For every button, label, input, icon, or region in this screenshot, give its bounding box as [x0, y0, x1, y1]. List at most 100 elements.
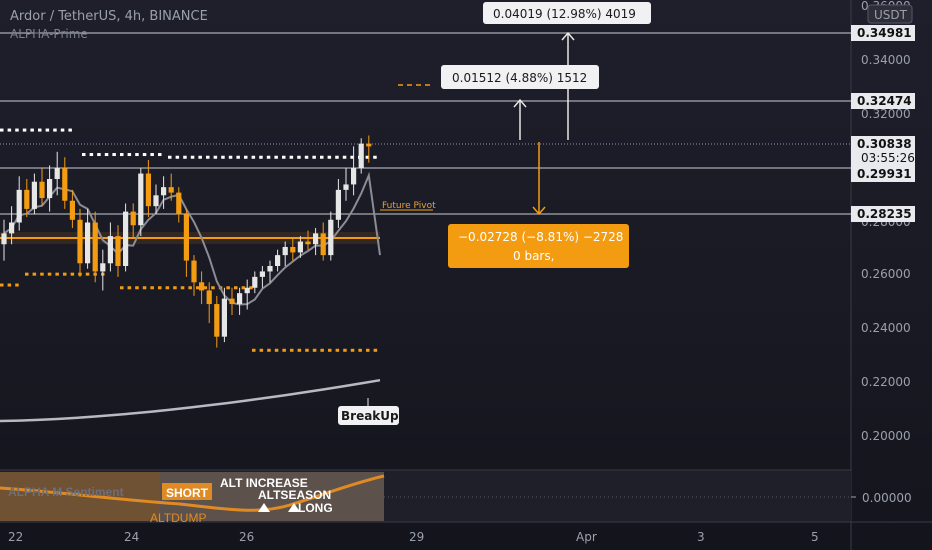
- x-tick: 29: [409, 530, 424, 544]
- dot: [320, 348, 324, 352]
- long-ma-line: [0, 378, 381, 423]
- sentiment-curve: [0, 474, 385, 512]
- dot: [112, 153, 116, 157]
- alt-increase-label: ALT INCREASE: [220, 476, 308, 490]
- dot: [7, 128, 12, 132]
- support-dots-3: [252, 348, 378, 352]
- dot: [297, 155, 301, 159]
- candle-body: [275, 255, 281, 266]
- dot: [168, 155, 172, 159]
- dot: [373, 348, 378, 352]
- target-mid-callout[interactable]: 0.01512 (4.88%) 1512: [441, 65, 599, 89]
- candle-body: [297, 241, 303, 253]
- dot: [15, 128, 19, 132]
- svg-text:0.04019 (12.98%) 4019: 0.04019 (12.98%) 4019: [493, 7, 636, 21]
- dot: [7, 283, 12, 287]
- dot: [175, 155, 180, 159]
- sentiment-title: ALPHA M Sentiment: [8, 485, 124, 499]
- resistance-dots-3: [168, 155, 377, 159]
- svg-text:0.00000: 0.00000: [862, 491, 912, 505]
- dot: [15, 283, 19, 287]
- dot: [228, 155, 233, 159]
- candle-body: [31, 181, 37, 209]
- candle-body: [54, 168, 60, 179]
- dot: [38, 128, 42, 132]
- candle-body: [77, 219, 83, 264]
- candle-body: [237, 293, 243, 305]
- candle-body: [328, 219, 334, 256]
- candle-body: [69, 200, 75, 220]
- candle-body: [9, 222, 15, 234]
- drop-callout[interactable]: −0.02728 (−8.81%) −2728 0 bars,: [448, 224, 629, 268]
- altdump-label: ALTDUMP: [150, 511, 206, 525]
- dot: [120, 286, 124, 290]
- dot: [282, 155, 286, 159]
- dot: [290, 348, 294, 352]
- candle-body: [138, 173, 144, 226]
- currency-badge[interactable]: [867, 4, 913, 24]
- candle-body: [358, 143, 364, 169]
- svg-text:0.01512 (4.88%) 1512: 0.01512 (4.88%) 1512: [452, 71, 587, 85]
- dot: [82, 153, 86, 157]
- dot: [226, 286, 230, 290]
- dot: [350, 348, 355, 352]
- dot: [327, 155, 332, 159]
- breakup-label[interactable]: BreakUp: [338, 406, 399, 425]
- candle-body: [221, 298, 227, 337]
- price-label-0.00000: 0.00000: [862, 491, 912, 505]
- dot: [259, 348, 264, 352]
- candle-body: [107, 236, 113, 264]
- resistance-dots-2: [82, 153, 162, 157]
- dot: [203, 286, 208, 290]
- candle-body: [1, 233, 7, 245]
- dot: [234, 286, 238, 290]
- future-pivot-label: Future Pivot: [382, 201, 436, 211]
- candle-body: [100, 263, 106, 272]
- dot: [213, 155, 218, 159]
- candle-body: [335, 189, 341, 220]
- dot: [196, 286, 200, 290]
- dot: [373, 155, 377, 159]
- dot: [328, 348, 332, 352]
- dot: [127, 286, 132, 290]
- short-label: SHORT: [166, 486, 209, 500]
- x-tick: 26: [239, 530, 254, 544]
- candle-body: [24, 189, 30, 209]
- candle-body: [62, 168, 68, 201]
- candle-body: [267, 266, 273, 272]
- candle-body: [305, 241, 311, 245]
- dot: [320, 155, 324, 159]
- dot: [358, 348, 362, 352]
- dot: [63, 272, 67, 276]
- candle-body: [115, 236, 121, 266]
- dot: [97, 153, 101, 157]
- x-axis: 22 24 26 29 Apr 3 5: [8, 530, 819, 544]
- x-tick: 5: [811, 530, 819, 544]
- long-arrow-icon: [258, 503, 270, 512]
- dot: [244, 155, 248, 159]
- dot: [259, 155, 263, 159]
- dot: [343, 348, 347, 352]
- candle-body: [313, 233, 319, 245]
- y-tick: 0.32000: [861, 107, 911, 121]
- dot: [120, 153, 124, 157]
- dot: [142, 153, 147, 157]
- candle-body: [206, 290, 212, 305]
- candles: [1, 135, 372, 348]
- dot: [297, 348, 302, 352]
- target-high-callout[interactable]: 0.04019 (12.98%) 4019: [483, 2, 651, 24]
- dot: [25, 272, 29, 276]
- dot: [85, 272, 90, 276]
- candle-body: [244, 287, 250, 294]
- x-tick: 22: [8, 530, 23, 544]
- y-tick: 0.20000: [861, 429, 911, 443]
- dot: [241, 286, 246, 290]
- svg-text:0.28235: 0.28235: [857, 207, 912, 221]
- dot: [180, 286, 185, 290]
- y-tick: 0.22000: [861, 375, 911, 389]
- svg-text:0 bars,: 0 bars,: [513, 249, 554, 263]
- support-dots-0: [0, 283, 19, 287]
- dot: [266, 155, 271, 159]
- candle-body: [282, 246, 288, 256]
